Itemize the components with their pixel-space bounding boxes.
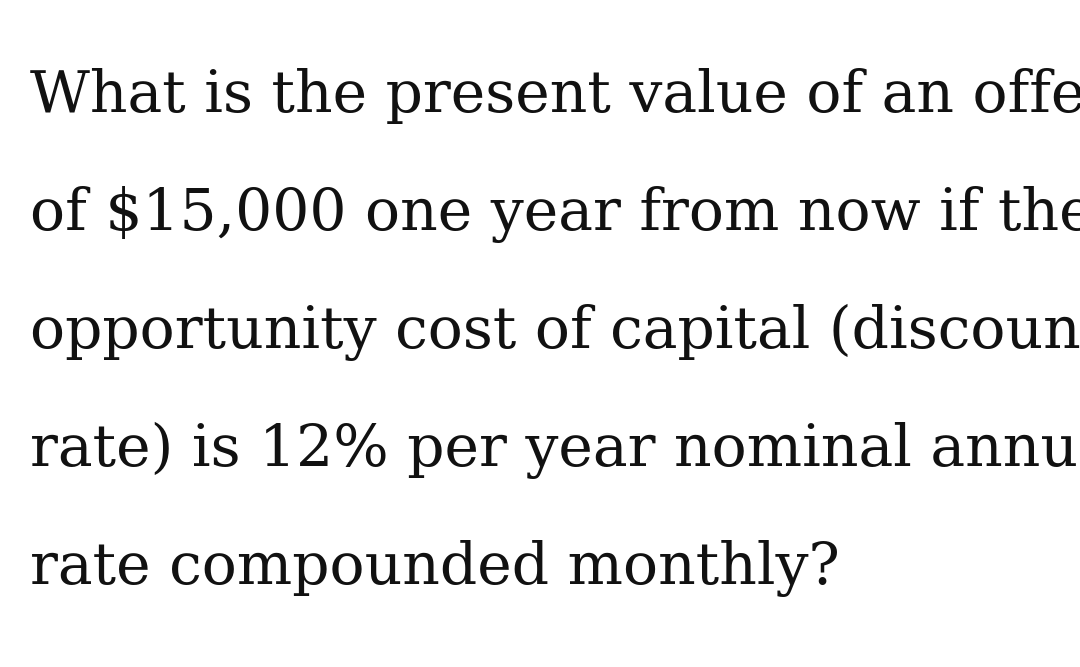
- Text: rate) is 12% per year nominal annual: rate) is 12% per year nominal annual: [30, 422, 1080, 479]
- Text: rate compounded monthly?: rate compounded monthly?: [30, 540, 840, 597]
- Text: of $15,000 one year from now if the: of $15,000 one year from now if the: [30, 186, 1080, 243]
- Text: opportunity cost of capital (discount: opportunity cost of capital (discount: [30, 304, 1080, 361]
- Text: What is the present value of an offer: What is the present value of an offer: [30, 68, 1080, 124]
